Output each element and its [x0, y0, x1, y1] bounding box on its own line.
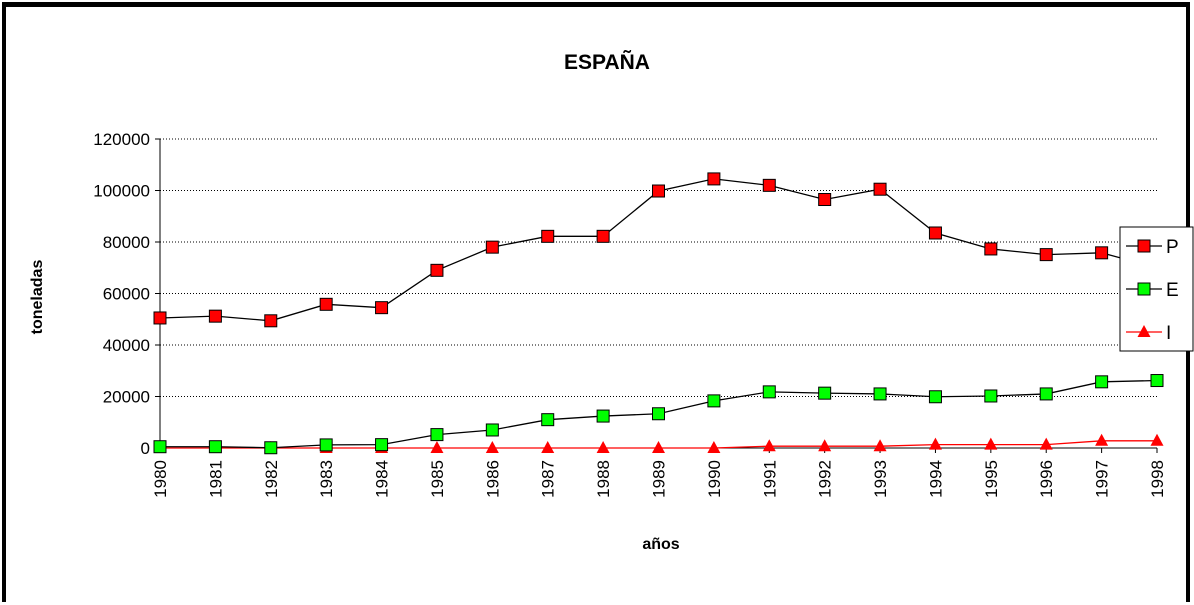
data-point-P — [319, 297, 333, 311]
x-tick-label: 1980 — [151, 460, 170, 498]
legend-item-P: P — [1126, 237, 1179, 258]
x-axis-label: años — [642, 536, 679, 553]
legend-item-E: E — [1126, 280, 1179, 301]
x-tick-label: 1992 — [816, 460, 835, 498]
data-point-I — [873, 439, 887, 452]
data-point-E — [375, 438, 389, 452]
x-tick-label: 1989 — [650, 460, 669, 498]
y-tick-label: 0 — [141, 439, 150, 458]
data-point-E — [264, 441, 278, 455]
y-tick-label: 80000 — [103, 233, 150, 252]
legend: P E I — [1119, 226, 1194, 352]
y-tick-label: 100000 — [93, 182, 150, 201]
data-point-E — [430, 428, 444, 442]
y-tick-label: 60000 — [103, 285, 150, 304]
data-point-I — [818, 439, 832, 452]
series-I — [153, 433, 1164, 453]
x-tick-label: 1985 — [428, 460, 447, 498]
data-point-E — [984, 389, 998, 403]
data-point-E — [319, 438, 333, 452]
data-point-P — [485, 240, 499, 254]
data-point-P — [264, 314, 278, 328]
data-point-I — [541, 441, 555, 453]
y-axis-label: toneladas — [29, 260, 46, 335]
data-point-E — [153, 440, 167, 454]
x-tick-label: 1991 — [760, 460, 779, 498]
data-point-I — [928, 437, 942, 450]
data-point-E — [596, 409, 610, 423]
legend-label: E — [1166, 280, 1179, 301]
data-point-E — [208, 440, 222, 454]
data-point-P — [818, 193, 832, 207]
data-point-P — [928, 226, 942, 240]
data-point-P — [707, 172, 721, 186]
data-point-P — [652, 184, 665, 198]
x-tick-label: 1990 — [705, 460, 724, 498]
data-point-P — [375, 301, 389, 315]
data-point-P — [153, 311, 167, 325]
data-point-I — [652, 441, 665, 453]
data-point-I — [1039, 437, 1053, 450]
data-point-I — [762, 439, 776, 452]
data-point-P — [762, 178, 776, 192]
x-tick-label: 1982 — [262, 460, 281, 498]
data-point-E — [541, 413, 555, 427]
data-point-P — [873, 182, 887, 196]
chart-title: ESPAÑA — [564, 51, 650, 74]
legend-marker — [1137, 282, 1151, 296]
data-point-P — [1039, 248, 1053, 262]
gridlines — [160, 138, 1157, 397]
x-tick-label: 1998 — [1148, 460, 1167, 498]
data-point-E — [1150, 374, 1164, 388]
data-point-P — [430, 263, 444, 277]
series-line-P — [159, 178, 1158, 322]
data-point-E — [928, 390, 942, 404]
legend-marker — [1137, 239, 1151, 253]
data-point-I — [707, 441, 721, 453]
x-tick-label: 1996 — [1037, 460, 1056, 498]
y-tick-label: 40000 — [103, 336, 150, 355]
x-tick-label: 1995 — [982, 460, 1001, 498]
data-point-P — [208, 309, 222, 323]
data-point-E — [652, 407, 665, 421]
x-tick-label: 1984 — [373, 460, 392, 498]
y-tick-label: 120000 — [93, 130, 150, 149]
legend-label: P — [1166, 237, 1179, 258]
data-point-E — [762, 385, 776, 399]
x-tick-label: 1993 — [871, 460, 890, 498]
axes: 0 20000 40000 60000 80000 100000 120000 1980 198… — [93, 130, 1167, 498]
series-layer — [153, 172, 1164, 455]
data-point-I — [596, 441, 610, 453]
x-tick-label: 1983 — [317, 460, 336, 498]
x-tick-label: 1988 — [594, 460, 613, 498]
x-tick-label: 1994 — [926, 460, 945, 498]
data-point-P — [541, 229, 555, 243]
x-tick-label: 1981 — [206, 460, 225, 498]
data-point-E — [1095, 375, 1109, 389]
data-point-P — [984, 242, 998, 256]
data-point-P — [596, 229, 610, 243]
legend-item-I: I — [1126, 323, 1171, 344]
legend-label: I — [1166, 323, 1171, 344]
data-point-I — [430, 441, 444, 453]
data-point-E — [707, 394, 721, 408]
data-point-P — [1095, 246, 1109, 260]
series-E — [153, 374, 1164, 455]
data-point-I — [485, 441, 499, 453]
x-tick-label: 1987 — [539, 460, 558, 498]
y-tick-label: 20000 — [103, 388, 150, 407]
data-point-I — [984, 437, 998, 450]
data-point-I — [1150, 433, 1164, 446]
legend-marker — [1137, 325, 1151, 337]
data-point-I — [1095, 433, 1109, 446]
x-tick-label: 1986 — [483, 460, 502, 498]
x-tick-label: 1997 — [1093, 460, 1112, 498]
data-point-E — [818, 386, 832, 400]
data-point-E — [1039, 387, 1053, 401]
series-P — [153, 172, 1164, 328]
data-point-E — [873, 387, 887, 401]
data-point-E — [485, 423, 499, 437]
